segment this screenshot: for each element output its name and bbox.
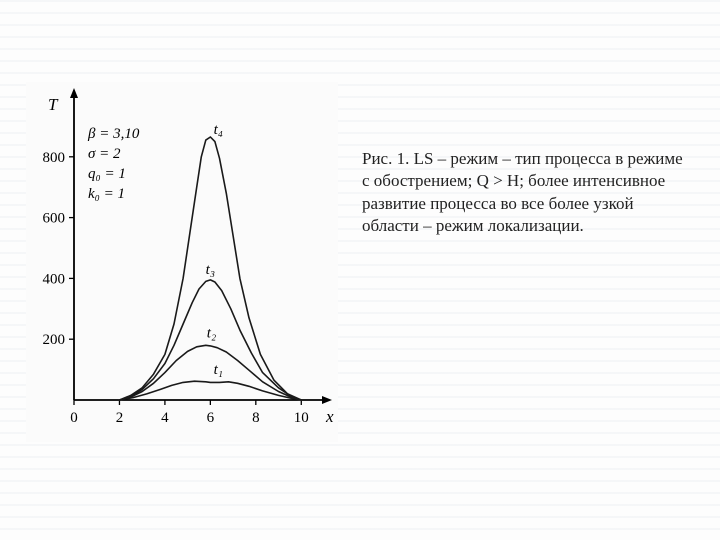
svg-text:β = 3,10: β = 3,10 xyxy=(87,126,140,142)
svg-text:8: 8 xyxy=(252,410,260,426)
svg-text:t₂: t₂ xyxy=(207,326,216,342)
svg-text:q₀ = 1: q₀ = 1 xyxy=(88,166,126,182)
svg-text:4: 4 xyxy=(161,410,169,426)
svg-text:t₃: t₃ xyxy=(206,262,215,278)
chart-container: 0 2 4 6 8 10 200 400 600 800 x Tt₁ t₂ t₃ t₄ β = 3,10 σ =… xyxy=(26,82,338,442)
svg-text:200: 200 xyxy=(43,332,66,348)
svg-text:k₀ = 1: k₀ = 1 xyxy=(88,186,125,202)
figure-caption: Рис. 1. LS – режим – тип процесса в режи… xyxy=(362,148,692,238)
svg-text:2: 2 xyxy=(116,410,124,426)
ls-regime-chart: 0 2 4 6 8 10 200 400 600 800 x Tt₁ t₂ t₃ t₄ β = 3,10 σ =… xyxy=(26,82,338,442)
svg-text:800: 800 xyxy=(43,150,66,166)
svg-text:0: 0 xyxy=(70,410,78,426)
svg-text:6: 6 xyxy=(207,410,215,426)
svg-text:t₄: t₄ xyxy=(214,122,223,138)
svg-text:400: 400 xyxy=(43,271,66,287)
svg-text:T: T xyxy=(48,95,59,114)
svg-text:σ = 2: σ = 2 xyxy=(88,146,121,162)
svg-text:t₁: t₁ xyxy=(214,362,223,378)
svg-text:x: x xyxy=(325,407,334,426)
svg-text:10: 10 xyxy=(294,410,309,426)
slide-page: 0 2 4 6 8 10 200 400 600 800 x Tt₁ t₂ t₃ t₄ β = 3,10 σ =… xyxy=(0,0,720,540)
svg-text:600: 600 xyxy=(43,211,66,227)
